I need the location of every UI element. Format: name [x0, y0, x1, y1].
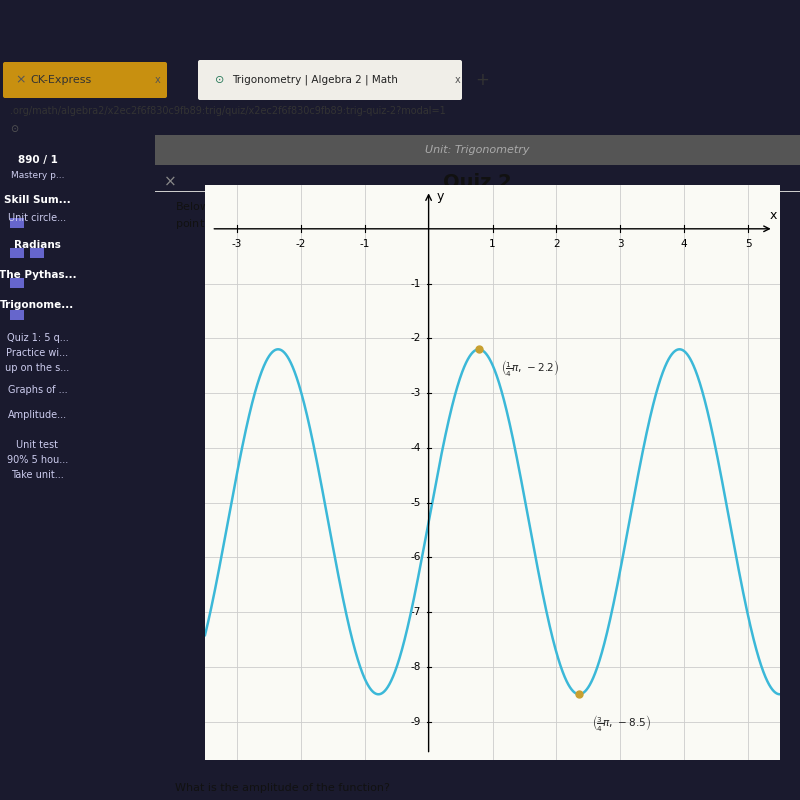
Text: 1: 1	[489, 238, 496, 249]
Text: Trigonome...: Trigonome...	[0, 300, 74, 310]
Text: ⊙: ⊙	[215, 75, 224, 85]
Text: Practice wi...: Practice wi...	[6, 348, 69, 358]
Text: up on the s...: up on the s...	[6, 363, 70, 373]
Text: Radians: Radians	[14, 240, 61, 250]
Text: Trigonometry | Algebra 2 | Math: Trigonometry | Algebra 2 | Math	[232, 74, 398, 86]
Text: Quiz 1: 5 q...: Quiz 1: 5 q...	[6, 333, 68, 343]
Text: -3: -3	[232, 238, 242, 249]
Bar	[155, 135, 800, 165]
Bar	[30, 248, 44, 258]
Text: Quiz 2: Quiz 2	[442, 173, 511, 191]
Text: Skill Sum...: Skill Sum...	[4, 195, 71, 205]
Text: +: +	[475, 71, 489, 89]
Text: -1: -1	[410, 278, 421, 289]
Text: -2: -2	[410, 334, 421, 343]
Text: -3: -3	[410, 388, 421, 398]
Text: 4: 4	[681, 238, 687, 249]
Text: y: y	[436, 190, 444, 203]
Text: CK-Express: CK-Express	[30, 75, 91, 85]
Text: 90% 5 hou...: 90% 5 hou...	[7, 455, 68, 465]
Text: -2: -2	[296, 238, 306, 249]
Text: -7: -7	[410, 607, 421, 617]
Text: ×: ×	[15, 74, 26, 86]
Text: 5: 5	[745, 238, 751, 249]
Text: Amplitude...: Amplitude...	[8, 410, 67, 420]
Bar	[10, 310, 24, 320]
Text: Unit test: Unit test	[17, 440, 58, 450]
Text: Graphs of ...: Graphs of ...	[8, 385, 67, 395]
Text: $\left(\frac{3}{4}\pi,\,-8.5\right)$: $\left(\frac{3}{4}\pi,\,-8.5\right)$	[592, 714, 650, 734]
Text: What is the amplitude of the function?: What is the amplitude of the function?	[175, 783, 390, 793]
Text: point at  $\left(\frac{3}{4}\pi,\,-8.5\right)$.: point at $\left(\frac{3}{4}\pi,\,-8.5\ri…	[175, 214, 292, 235]
Text: Below is the graph of a trigonometric function. It has a maximum point at   $\le: Below is the graph of a trigonometric fu…	[175, 198, 754, 218]
Text: 2: 2	[553, 238, 560, 249]
Bar	[155, 191, 800, 192]
Text: 890 / 1: 890 / 1	[18, 155, 58, 165]
Text: Take unit...: Take unit...	[11, 470, 64, 480]
Text: -4: -4	[410, 443, 421, 453]
Text: -9: -9	[410, 717, 421, 726]
Text: -6: -6	[410, 552, 421, 562]
Text: -5: -5	[410, 498, 421, 508]
Text: ⊙: ⊙	[10, 123, 18, 134]
Text: -1: -1	[359, 238, 370, 249]
Text: .org/math/algebra2/x2ec2f6f830c9fb89:trig/quiz/x2ec2f6f830c9fb89:trig-quiz-2?mod: .org/math/algebra2/x2ec2f6f830c9fb89:tri…	[10, 106, 446, 116]
Text: The Pythas...: The Pythas...	[0, 270, 76, 280]
Text: Mastery p...: Mastery p...	[10, 170, 64, 179]
Bar	[10, 218, 24, 228]
Bar	[10, 248, 24, 258]
Bar	[10, 278, 24, 288]
Text: 3: 3	[617, 238, 623, 249]
Text: x: x	[770, 210, 777, 222]
Text: Unit circle...: Unit circle...	[9, 213, 66, 223]
Text: x: x	[455, 75, 461, 85]
FancyBboxPatch shape	[3, 62, 167, 98]
FancyBboxPatch shape	[198, 60, 462, 100]
Text: x: x	[155, 75, 161, 85]
Text: Unit: Trigonometry: Unit: Trigonometry	[425, 145, 530, 155]
Text: ×: ×	[164, 174, 176, 190]
Text: $\left(\frac{1}{4}\pi,\,-2.2\right)$: $\left(\frac{1}{4}\pi,\,-2.2\right)$	[501, 358, 559, 378]
Text: -8: -8	[410, 662, 421, 672]
